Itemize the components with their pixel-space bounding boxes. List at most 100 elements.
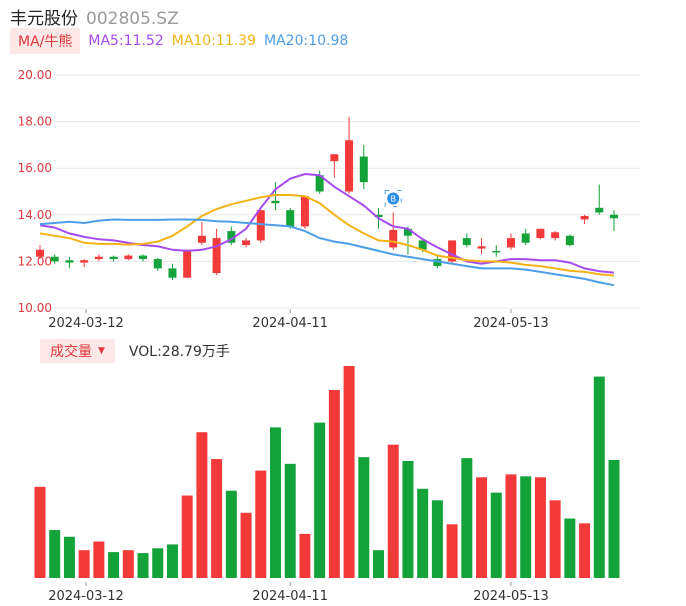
y-tick-label: 14.00: [18, 208, 52, 222]
ma10-line: [39, 194, 615, 277]
b-marker-icon: [387, 192, 400, 205]
candle-body: [610, 214, 618, 219]
caret-down-icon: ▼: [98, 346, 105, 356]
candle-body: [580, 215, 589, 220]
x-tick-label: 2024-05-13: [473, 316, 549, 331]
candle-body: [506, 238, 515, 248]
volume-bar: [431, 500, 443, 578]
volume-bar: [181, 495, 193, 578]
volume-bar: [490, 492, 502, 578]
x-tick-label: 2024-05-13: [473, 589, 549, 604]
candle-body: [242, 240, 251, 246]
candle-body: [50, 256, 59, 262]
y-tick-label: 20.00: [18, 68, 52, 82]
volume-bar: [549, 500, 561, 578]
ma10-label: MA10:11.39: [171, 33, 257, 49]
ma-legend: MA/牛熊 MA5:11.52 MA10:11.39 MA20:10.98: [10, 28, 348, 54]
candle-body: [536, 228, 545, 239]
y-tick-label: 12.00: [18, 254, 52, 268]
volume-bar: [108, 552, 120, 578]
volume-bar: [166, 544, 178, 578]
candle-body: [448, 240, 457, 262]
candle-body: [36, 249, 44, 257]
candle-body: [595, 207, 604, 213]
price-grid: [54, 74, 640, 309]
y-tick-label: 10.00: [18, 301, 52, 315]
volume-date-axis: 2024-03-12 2024-04-11 2024-05-13: [48, 582, 549, 604]
volume-bar: [505, 474, 517, 578]
candle-body: [389, 229, 398, 248]
candle-body: [330, 154, 339, 162]
candle-body: [551, 232, 560, 239]
candle-body: [477, 246, 486, 249]
x-tick-label: 2024-03-12: [48, 589, 124, 604]
volume-indicator-selector[interactable]: 成交量 ▼: [40, 339, 115, 363]
volume-bar: [152, 548, 164, 578]
price-axis-labels: 20.00 18.00 16.00 14.00 12.00 10.00: [18, 68, 52, 315]
volume-bar: [417, 488, 429, 578]
volume-legend: 成交量 ▼ VOL:28.79万手: [40, 339, 230, 363]
stock-name: 丰元股份: [10, 9, 78, 29]
candle-body: [256, 210, 265, 241]
candle-body: [227, 231, 236, 243]
candle-body: [109, 256, 118, 260]
candle-body: [359, 156, 368, 183]
volume-bar: [593, 376, 605, 578]
ma-indicator-selector[interactable]: MA/牛熊: [10, 28, 81, 54]
candle-body: [80, 260, 89, 263]
candle-body: [94, 256, 103, 260]
candle-body: [286, 210, 295, 227]
volume-bar: [49, 530, 61, 578]
candle-body: [462, 238, 471, 246]
candle-body: [212, 238, 221, 274]
volume-bar: [255, 470, 267, 578]
volume-bar: [93, 541, 105, 578]
volume-tab-label: 成交量: [50, 344, 92, 360]
volume-bar: [402, 460, 414, 578]
volume-bar: [78, 550, 90, 578]
candle-body: [65, 260, 74, 263]
price-date-axis: 2024-03-12 2024-04-11 2024-05-13: [48, 309, 549, 331]
stock-header: 丰元股份 002805.SZ: [10, 4, 179, 29]
volume-bar: [387, 444, 399, 578]
volume-bar: [63, 536, 75, 578]
volume-bar: [608, 460, 620, 578]
volume-bar: [358, 457, 370, 578]
candle-body: [403, 228, 412, 236]
volume-bar: [343, 366, 355, 578]
volume-bar: [328, 389, 340, 578]
volume-bar: [461, 458, 473, 578]
volume-bar: [579, 523, 591, 578]
moving-average-lines: [39, 172, 615, 287]
y-tick-label: 16.00: [18, 161, 52, 175]
candle-body: [521, 233, 530, 243]
candle-body: [153, 259, 162, 269]
candle-body: [139, 255, 148, 260]
volume-bars: [34, 366, 620, 578]
candle-body: [271, 200, 280, 204]
candle-body: [492, 250, 501, 253]
candles: [36, 116, 618, 281]
b-marker[interactable]: B: [384, 189, 402, 207]
volume-bar: [314, 422, 326, 578]
candle-body: [345, 140, 354, 192]
candle-body: [183, 249, 192, 278]
candle-body: [124, 255, 133, 260]
candle-body: [433, 259, 442, 267]
volume-bar: [211, 459, 223, 578]
candle-body: [300, 196, 309, 227]
candle-body: [565, 235, 574, 246]
volume-bar: [284, 463, 296, 578]
volume-bar: [520, 476, 532, 578]
y-tick-label: 18.00: [18, 115, 52, 129]
volume-bar: [137, 553, 149, 578]
volume-bar: [299, 533, 311, 578]
volume-bar: [240, 512, 252, 578]
marker-text: B: [390, 194, 396, 203]
candle-body: [197, 235, 206, 243]
ma20-line: [39, 218, 615, 287]
candle-body: [374, 214, 383, 218]
volume-bar: [564, 518, 576, 578]
volume-bar: [534, 477, 546, 578]
